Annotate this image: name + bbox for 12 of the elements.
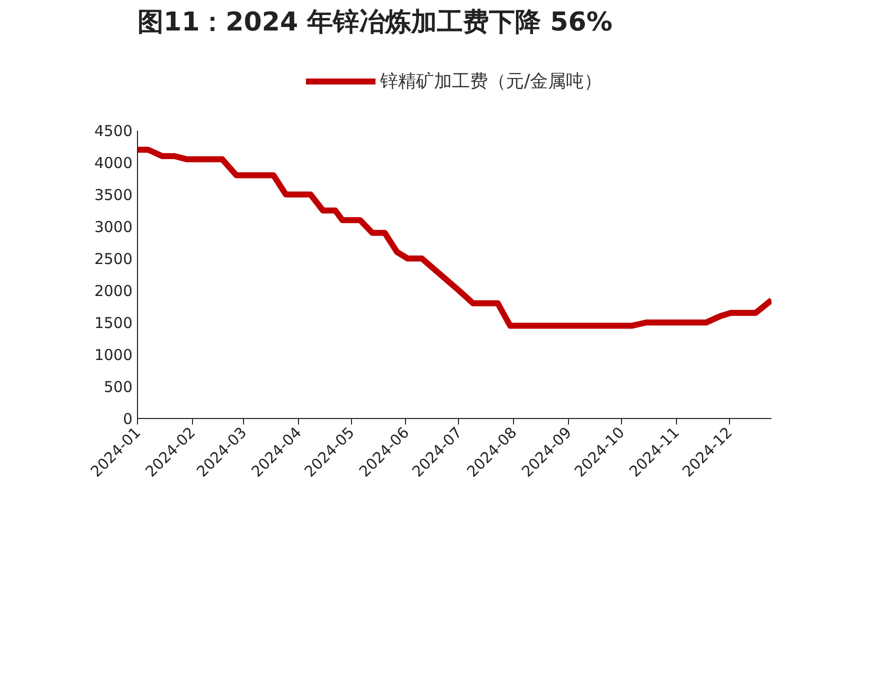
y-tick-label: 1500	[94, 314, 133, 332]
y-tick-label: 3000	[94, 218, 133, 236]
y-tick-label: 500	[104, 378, 133, 396]
y-tick-label: 0	[122, 410, 133, 428]
chart-title: 图11：2024 年锌冶炼加工费下降 56%	[138, 8, 612, 38]
y-tick-label: 3500	[94, 186, 133, 204]
y-tick-label: 4500	[94, 122, 133, 140]
legend-label: 锌精矿加工费（元/金属吨）	[380, 70, 602, 93]
y-tick-label: 1000	[94, 346, 133, 364]
y-tick-label: 4000	[94, 154, 133, 172]
y-tick-label: 2000	[94, 282, 133, 300]
y-tick-label: 2500	[94, 250, 133, 268]
